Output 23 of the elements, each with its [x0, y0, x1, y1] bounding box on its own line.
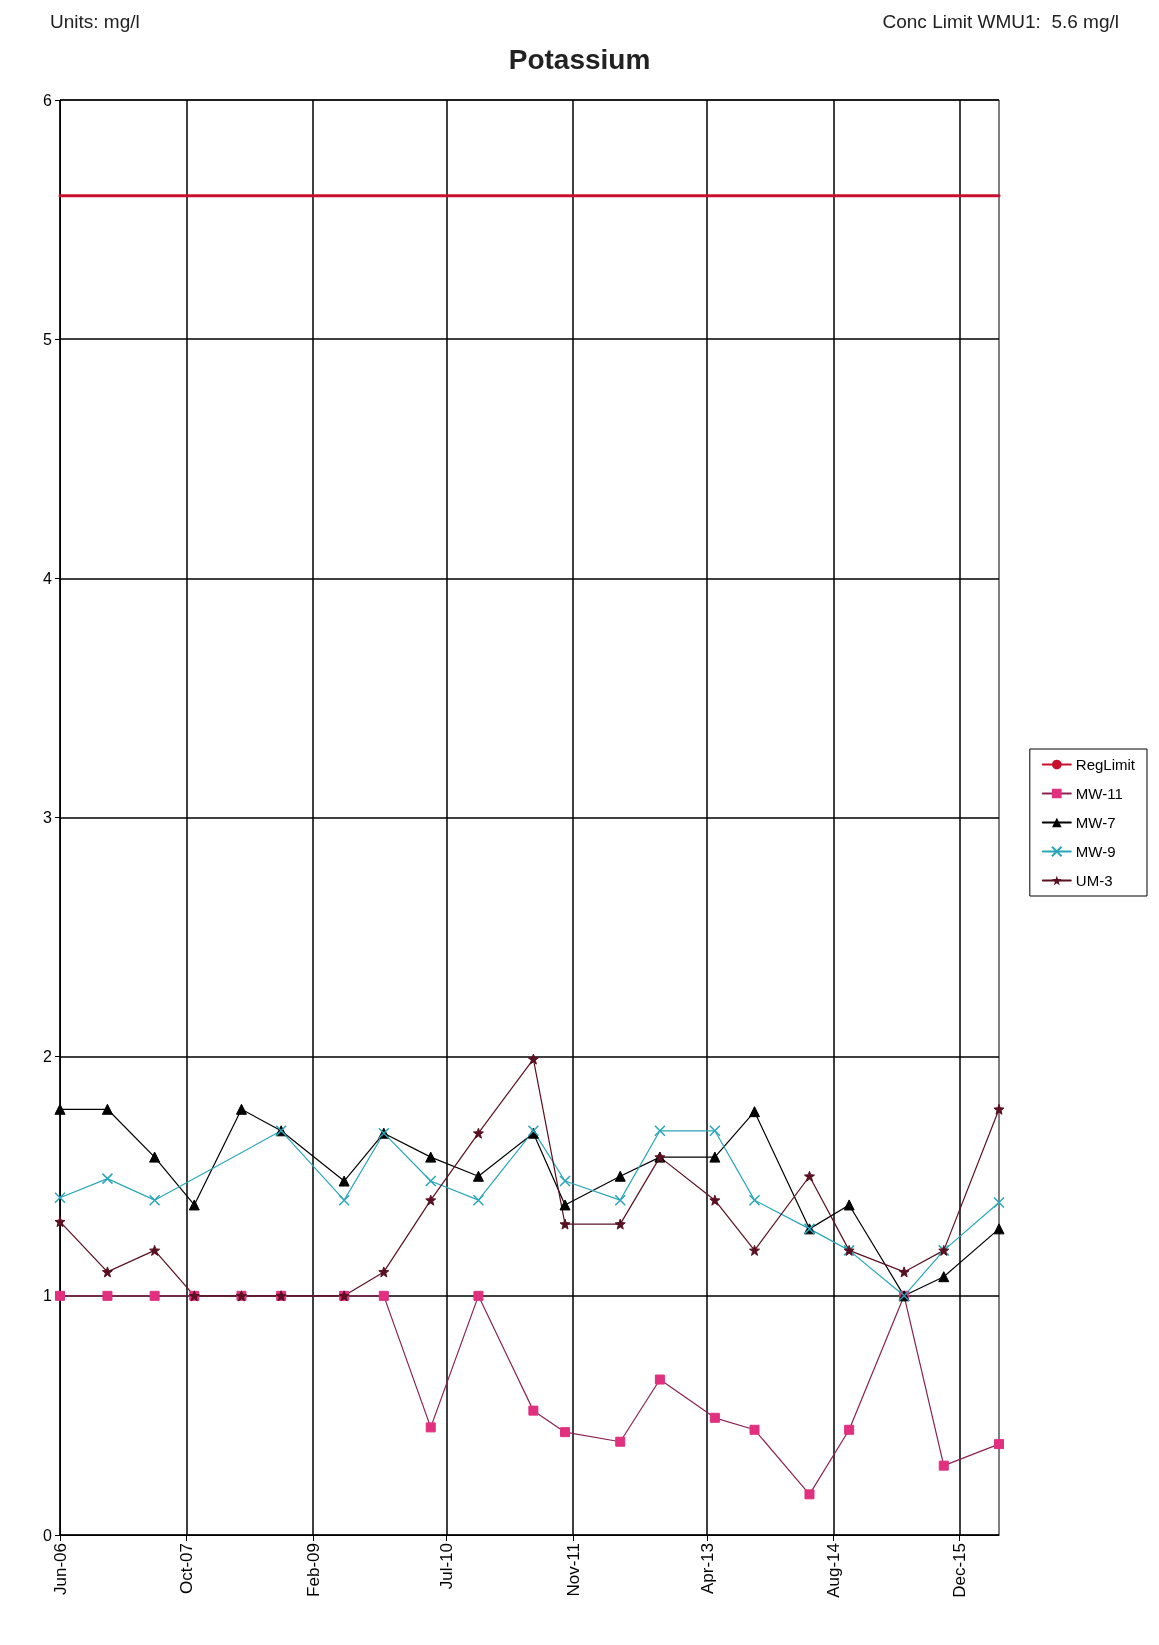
- legend-label: MW-9: [1075, 843, 1116, 860]
- x-tick-label: Jul-10: [437, 1543, 457, 1590]
- x-tick-label: Apr-13: [697, 1543, 717, 1595]
- y-tick-label: 3: [43, 809, 53, 826]
- text: Conc Limit WMU1: 5.6 mg/l: [882, 11, 1119, 32]
- legend-label: UM-3: [1075, 872, 1113, 889]
- y-tick-label: 2: [43, 1048, 53, 1066]
- x-tick-label: Jun-06: [50, 1543, 70, 1595]
- x-tick-label: Nov-11: [563, 1543, 583, 1597]
- x-tick-label: Aug-14: [823, 1543, 843, 1598]
- legend-label: MW-7: [1075, 814, 1116, 831]
- y-tick-label: 5: [43, 330, 53, 348]
- x-tick-label: Feb-09: [303, 1543, 323, 1597]
- y-tick-label: 4: [43, 569, 53, 587]
- chart-title: Potassium: [508, 43, 651, 75]
- y-tick-label: 1: [43, 1287, 53, 1305]
- x-tick-label: Oct-07: [176, 1543, 196, 1595]
- x-tick-label: Dec-15: [950, 1543, 970, 1598]
- y-tick-label: 0: [43, 1526, 53, 1544]
- text: Units: mg/l: [50, 11, 140, 32]
- y-tick-label: 6: [43, 91, 53, 109]
- legend-label: RegLimit: [1075, 756, 1136, 773]
- legend-label: MW-11: [1075, 785, 1123, 802]
